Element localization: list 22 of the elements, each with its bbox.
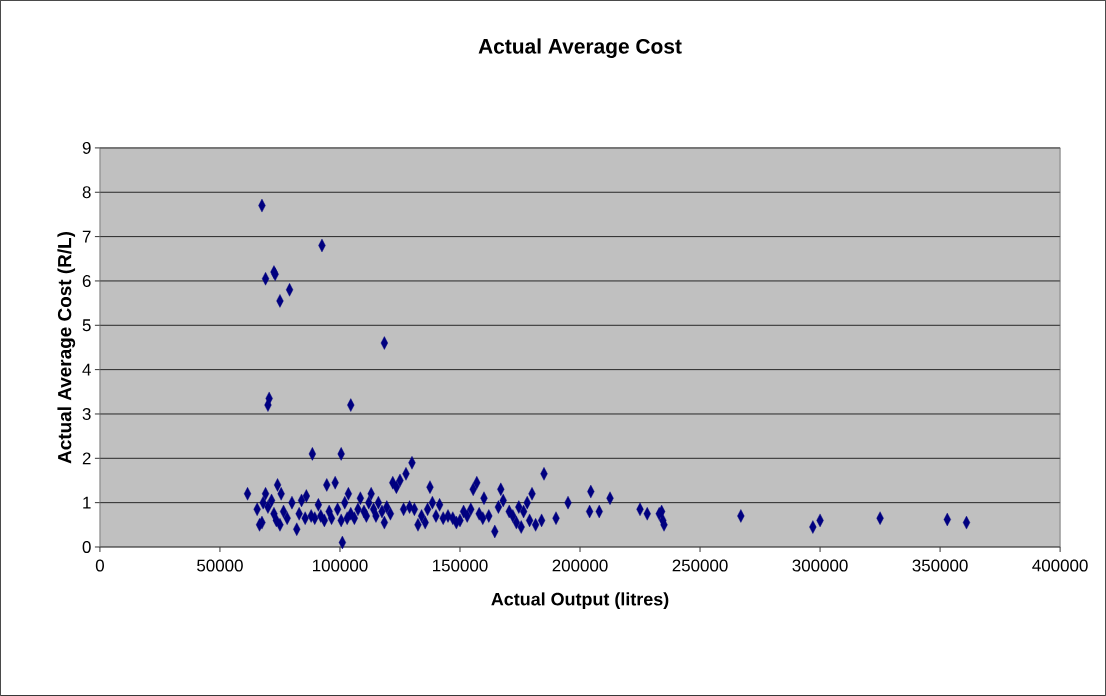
x-tick-label: 300000 — [792, 559, 848, 572]
x-axis-title: Actual Output (litres) — [491, 592, 669, 610]
x-tick-label: 250000 — [672, 559, 728, 572]
y-tick-label: 0 — [82, 541, 91, 554]
y-tick-label: 2 — [82, 452, 91, 465]
y-tick-label: 9 — [82, 141, 91, 154]
y-axis-title: Actual Average Cost (R/L) — [57, 232, 76, 464]
y-tick-label: 3 — [82, 408, 91, 420]
y-tick-label: 1 — [83, 496, 91, 509]
x-tick-label: 150000 — [433, 559, 488, 572]
chart-title: Actual Average Cost — [478, 38, 682, 58]
x-tick-label: 0 — [95, 559, 104, 572]
x-tick-label: 100000 — [313, 559, 368, 572]
y-tick-label: 7 — [82, 230, 91, 243]
y-tick-label: 5 — [82, 319, 91, 332]
x-tick-label: 400000 — [1032, 559, 1088, 572]
x-tick-label: 50000 — [197, 559, 243, 572]
y-tick-label: 6 — [82, 274, 91, 287]
x-tick-label: 350000 — [912, 559, 968, 572]
y-tick-label: 8 — [82, 186, 91, 199]
y-tick-label: 4 — [82, 363, 91, 376]
x-tick-label: 200000 — [552, 559, 608, 572]
